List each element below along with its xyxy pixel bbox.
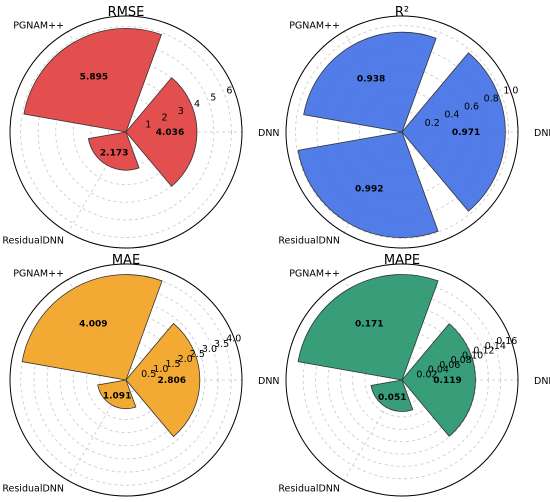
category-label: DNN <box>534 128 550 139</box>
radial-tick-label: 0.4 <box>444 110 459 121</box>
radial-tick-label: 0.06 <box>439 360 460 371</box>
grid-circle <box>295 25 509 239</box>
category-label: DNN <box>258 128 280 139</box>
polar-frame <box>9 15 243 249</box>
category-label: ResidualDNN <box>278 235 340 246</box>
value-label: 5.895 <box>80 72 108 82</box>
category-label: DNN <box>534 376 550 387</box>
bar-pgnam- <box>21 274 163 381</box>
radial-tick-label: 3 <box>178 106 184 117</box>
radial-tick-label: 5 <box>210 92 216 103</box>
radial-tick-label: 3.0 <box>202 344 217 355</box>
category-label: PGNAM++ <box>289 21 340 32</box>
radial-tick-label: 6 <box>226 86 232 97</box>
value-label: 0.119 <box>433 376 461 386</box>
bar-pgnam- <box>297 274 439 381</box>
radial-tick-label: 2.0 <box>178 354 193 365</box>
category-label: PGNAM++ <box>289 269 340 280</box>
radial-tick-label: 1.5 <box>165 359 180 370</box>
radial-tick-label: 0.5 <box>141 369 156 380</box>
radial-tick-label: 0.6 <box>464 102 479 113</box>
radial-tick-label: 1 <box>145 119 151 130</box>
bar-dnn <box>125 322 201 438</box>
radial-tick-label: 0.8 <box>484 93 499 104</box>
radial-tick-label: 0.08 <box>451 355 472 366</box>
bar-dnn <box>125 77 198 187</box>
category-label: PGNAM++ <box>13 269 64 280</box>
radial-tick-label: 3.5 <box>214 339 229 350</box>
grid-circle <box>20 274 232 486</box>
radial-tick-label: 0.2 <box>425 118 440 129</box>
polar-panel-3: 0.51.01.52.02.53.03.54.0 2.806 4.009 1.091 D… <box>2 253 280 497</box>
bar-pgnam- <box>303 31 437 133</box>
grid-circle <box>37 43 215 221</box>
radial-tick-label: 2.5 <box>190 349 205 360</box>
radial-tick-label: 1.0 <box>153 364 168 375</box>
category-label: ResidualDNN <box>2 483 64 494</box>
grid-circle <box>20 26 232 238</box>
radial-tick-label: 0.04 <box>428 365 449 376</box>
value-label: 2.806 <box>158 376 186 386</box>
value-label: 0.971 <box>452 128 480 138</box>
category-label: ResidualDNN <box>2 235 64 246</box>
bar-residualdnn <box>97 379 137 410</box>
polar-frame <box>9 263 243 497</box>
radial-tick-label: 0.02 <box>416 369 437 380</box>
bar-residualdnn <box>370 379 414 412</box>
bar-pgnam- <box>23 28 162 133</box>
category-label: DNN <box>258 376 280 387</box>
category-label: ResidualDNN <box>278 483 340 494</box>
category-label: PGNAM++ <box>13 21 64 32</box>
radial-tick-label: 4 <box>194 99 200 110</box>
radial-tick-label: 2 <box>161 113 167 124</box>
polar-frame <box>285 15 519 249</box>
value-label: 0.171 <box>355 319 383 329</box>
radial-tick-label: 0.12 <box>473 346 494 357</box>
radial-tick-label: 1.0 <box>503 85 518 96</box>
polar-panel-4: 0.020.040.060.080.100.120.140.16 0.119 0.1… <box>278 253 550 497</box>
polar-panel-2: 0.2 0.4 0.6 0.8 1.0 0.971 0.938 0.992 DNN PGNAM++… <box>278 5 550 249</box>
value-label: 1.091 <box>103 391 131 401</box>
bar-dnn <box>401 52 506 212</box>
chart-title: R² <box>395 5 409 20</box>
value-label: 0.051 <box>378 393 406 403</box>
radial-tick-label: 0.16 <box>496 336 517 347</box>
value-label: 4.036 <box>156 128 184 138</box>
value-label: 2.173 <box>100 149 128 159</box>
chart-title: MAPE <box>384 253 420 268</box>
radial-tick-label: 0.10 <box>462 350 483 361</box>
value-label: 0.992 <box>355 185 383 195</box>
chart-title: MAE <box>112 253 140 268</box>
bar-residualdnn <box>87 131 140 171</box>
bar-residualdnn <box>297 131 439 238</box>
bar-dnn <box>401 323 476 437</box>
polar-frame <box>285 263 519 497</box>
chart-title: RMSE <box>108 5 145 20</box>
radial-tick-label: 4.0 <box>226 334 241 345</box>
radial-tick-label: 0.14 <box>485 341 506 352</box>
value-label: 0.938 <box>357 74 385 84</box>
value-label: 4.009 <box>79 319 107 329</box>
